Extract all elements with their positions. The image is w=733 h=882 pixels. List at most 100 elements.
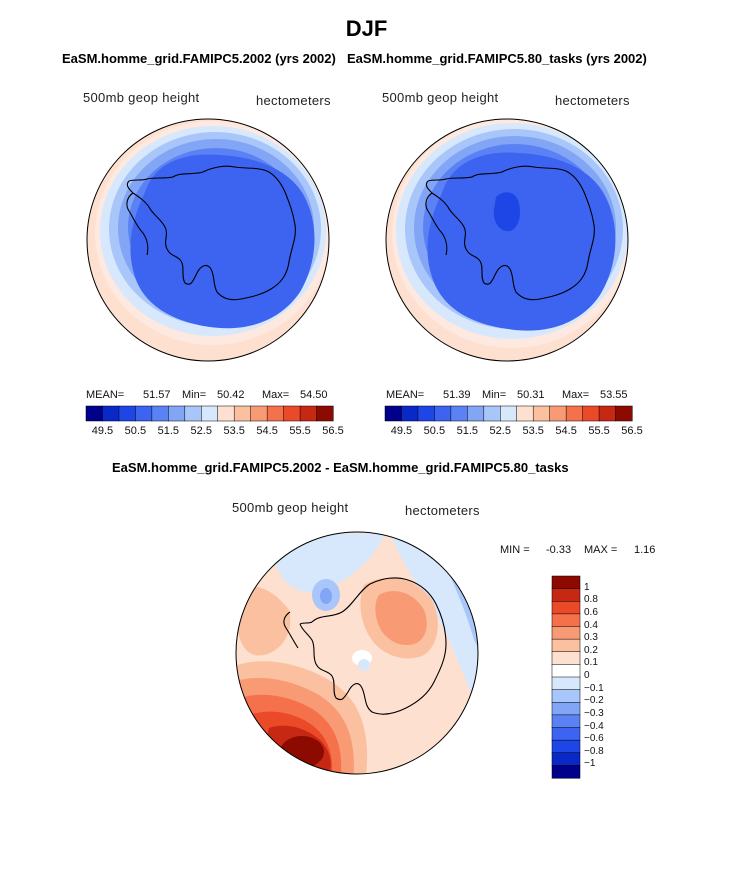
colorbar-swatch	[532, 405, 551, 422]
colorbar-swatch	[467, 405, 485, 422]
colorbar-swatch	[299, 405, 318, 422]
panel-title-right: EaSM.homme_grid.FAMIPC5.80_tasks (yrs 20…	[347, 51, 647, 66]
max-value-2: 53.55	[600, 389, 628, 401]
colorbar-tick-label: 56.5	[322, 425, 344, 437]
colorbar-swatch	[551, 765, 581, 779]
colorbar-swatch	[551, 638, 581, 653]
colorbar-swatch	[118, 405, 136, 422]
colorbar-swatch	[598, 405, 617, 422]
coastline-2	[425, 165, 595, 301]
colorbar-tick-label: −0.4	[584, 720, 604, 732]
colorbar-tick-label: 0.6	[584, 606, 598, 618]
colorbar-tick-label: 50.5	[124, 425, 147, 437]
colorbar-tick-label: 55.5	[588, 425, 610, 437]
colorbar-swatch	[233, 405, 252, 422]
colorbar-swatch	[283, 405, 301, 422]
colorbar-tick-label: 0.1	[584, 657, 598, 669]
units-label-3: hectometers	[405, 503, 480, 518]
colorbar-swatch	[266, 405, 285, 422]
variable-label-1: 500mb geop height	[83, 90, 200, 105]
map-border-3	[235, 531, 479, 775]
colorbar-swatch	[417, 405, 435, 422]
colorbar-swatch	[551, 575, 581, 590]
colorbar-tick-label: −0.3	[584, 707, 604, 719]
diff-field-east-blue-2	[434, 540, 478, 660]
mean-label-1: MEAN=	[86, 389, 125, 401]
colorbar-swatch	[500, 405, 518, 422]
colorbar-swatch	[201, 405, 219, 422]
units-label-1: hectometers	[256, 93, 331, 108]
colorbar-swatch	[551, 651, 581, 665]
colorbar-1	[85, 405, 334, 422]
colorbar-swatch	[384, 405, 403, 422]
colorbar-ticks-2: 49.5 50.5 51.5 52.5 53.5 54.5 55.5 56.5	[385, 425, 643, 439]
colorbar-swatch	[551, 676, 581, 691]
field-band-7	[493, 192, 520, 232]
colorbar-tick-label: 51.5	[157, 425, 180, 437]
max-label-1: Max=	[262, 389, 290, 401]
map-panel-1	[86, 118, 330, 362]
coastline-1	[126, 165, 296, 301]
mean-label-2: MEAN=	[386, 389, 425, 401]
colorbar-swatch	[401, 405, 419, 422]
colorbar-swatch	[551, 626, 581, 640]
colorbar-tick-label: 0	[584, 670, 590, 681]
colorbar-swatch	[551, 739, 581, 754]
colorbar-swatch	[582, 405, 600, 422]
map-border-1	[86, 118, 330, 362]
min-label-2: Min=	[482, 389, 507, 401]
colorbar-tick-label: 52.5	[190, 425, 212, 437]
variable-label-2: 500mb geop height	[382, 90, 499, 105]
colorbar-swatch	[551, 588, 581, 602]
diff-max-value: 1.16	[634, 544, 656, 556]
colorbar-swatch	[316, 405, 334, 422]
colorbar-swatch	[434, 405, 452, 422]
colorbar-tick-label: 53.5	[522, 425, 544, 437]
colorbar-tick-label: 49.5	[390, 425, 413, 437]
map-panel-2	[385, 118, 629, 362]
colorbar-tick-label: −0.6	[584, 733, 604, 745]
colorbar-tick-label: 50.5	[423, 425, 446, 437]
map-panel-3	[235, 531, 479, 775]
min-value-1: 50.42	[217, 389, 245, 401]
mean-value-2: 51.39	[443, 389, 471, 401]
colorbar-swatch	[151, 405, 169, 422]
field-band-6	[130, 154, 315, 329]
diff-min-value: -0.33	[546, 544, 572, 556]
colorbar-swatch	[615, 405, 633, 422]
colorbar-swatch	[551, 727, 581, 741]
variable-label-3: 500mb geop height	[232, 500, 349, 515]
mean-value-1: 51.57	[143, 389, 171, 401]
colorbar-swatch	[516, 405, 534, 422]
colorbar-tick-label: 51.5	[456, 425, 479, 437]
units-label-2: hectometers	[555, 93, 630, 108]
colorbar-swatch	[102, 405, 120, 422]
colorbar-tick-label: 0.8	[584, 594, 598, 606]
colorbar-swatch	[551, 689, 581, 703]
diff-max-label: MAX =	[584, 544, 618, 556]
colorbar-swatch	[217, 405, 235, 422]
colorbar-swatch	[551, 613, 581, 628]
colorbar-ticks-3: 1 0.8 0.6 0.4 0.3 0.2 0.1 0 −0.1 −0.2 −0.3 −0.4 −0.6…	[584, 576, 624, 778]
colorbar-tick-label: 53.5	[223, 425, 245, 437]
colorbar-tick-label: 49.5	[91, 425, 114, 437]
max-label-2: Max=	[562, 389, 590, 401]
colorbar-tick-label: 0.4	[584, 619, 598, 631]
diff-field-nw-light	[274, 533, 384, 593]
diff-field-center-blob	[358, 659, 370, 671]
diff-field-ne-warm-core	[375, 590, 427, 646]
colorbar-swatch	[551, 664, 581, 678]
page-title: DJF	[345, 16, 388, 41]
colorbar-tick-label: 56.5	[621, 425, 643, 437]
panel-title-left: EaSM.homme_grid.FAMIPC5.2002 (yrs 2002)	[62, 51, 336, 66]
min-label-1: Min=	[182, 389, 207, 401]
colorbar-tick-label: −0.2	[584, 695, 604, 707]
colorbar-tick-label: 54.5	[555, 425, 577, 437]
colorbar-tick-label: 0.2	[584, 644, 598, 656]
diff-title: EaSM.homme_grid.FAMIPC5.2002 - EaSM.homm…	[112, 460, 569, 475]
colorbar-swatch	[551, 752, 581, 766]
colorbar-swatch	[551, 714, 581, 729]
colorbar-tick-label: 54.5	[256, 425, 278, 437]
colorbar-swatch	[135, 405, 153, 422]
colorbar-swatch	[565, 405, 584, 422]
